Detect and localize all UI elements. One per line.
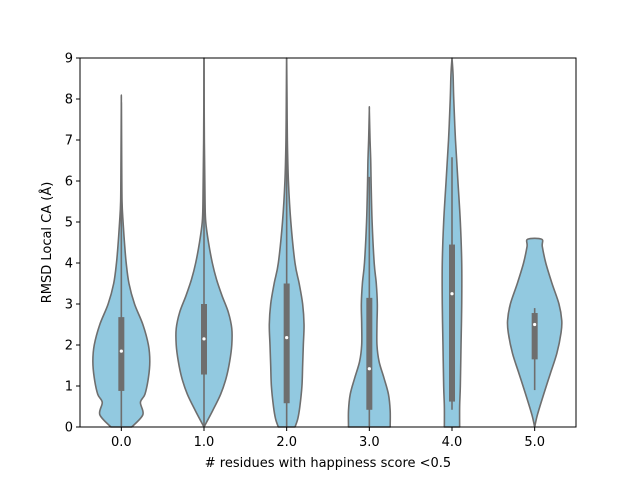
violin-median-dot [450,292,454,296]
x-axis: 0.0 1.0 2.0 3.0 4.0 5.0 [111,427,545,450]
y-tick-label: 4 [65,257,73,272]
violin-group [506,237,563,428]
y-tick-label: 8 [65,93,73,108]
violin-iqr-box [449,244,455,402]
violin-median-dot [202,337,206,341]
violin-median-dot [119,349,123,353]
violin-group [441,57,463,428]
violin-median-dot [285,336,289,340]
y-tick-label: 2 [65,339,73,354]
violin-layer [92,57,563,428]
violin-median-dot [367,367,371,371]
x-tick-label: 1.0 [194,435,215,450]
x-tick-label: 0.0 [111,435,132,450]
violin-iqr-box [366,297,373,410]
y-tick-label: 7 [65,134,73,149]
y-tick-label: 9 [65,52,73,67]
violin-iqr-box [283,283,290,404]
x-tick-label: 4.0 [442,435,463,450]
violin-group [175,57,233,428]
violin-iqr-box [118,317,125,391]
y-tick-label: 0 [65,421,73,436]
violin-iqr-box [531,313,538,360]
x-axis-label: # residues with happiness score <0.5 [205,456,451,471]
y-axis: 0 1 2 3 4 5 6 7 8 9 [65,52,80,436]
plot-frame [79,57,577,428]
y-tick-label: 6 [65,175,73,190]
y-axis-label: RMSD Local CA (Å) [39,182,55,304]
y-tick-label: 1 [65,380,73,395]
violin-median-dot [533,322,537,327]
violin-group [268,57,305,428]
x-tick-label: 5.0 [524,435,545,450]
violin-group [92,94,151,428]
x-tick-label: 3.0 [359,435,380,450]
y-tick-label: 5 [65,216,73,231]
y-tick-label: 3 [65,298,73,313]
x-tick-label: 2.0 [276,435,297,450]
violin-group [347,105,392,428]
